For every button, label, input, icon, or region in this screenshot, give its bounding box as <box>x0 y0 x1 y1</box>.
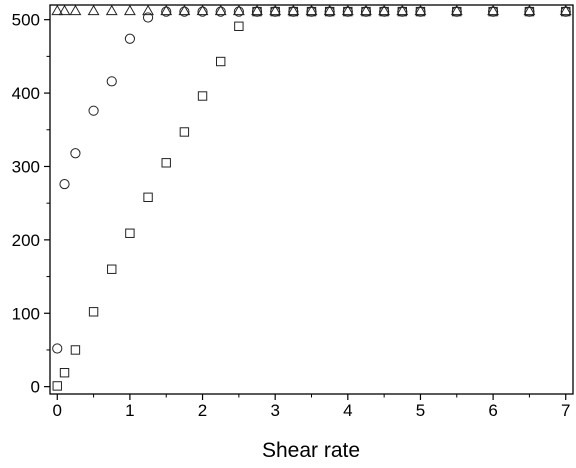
x-tick-label: 5 <box>416 401 425 420</box>
square-point <box>59 368 70 378</box>
square-point <box>361 6 371 17</box>
triangle-point <box>251 4 263 16</box>
triangle-point <box>196 4 209 16</box>
square-point <box>70 345 81 355</box>
x-tick-label: 4 <box>343 401 352 420</box>
y-tick-label: 300 <box>12 157 40 176</box>
triangle-point <box>214 4 227 16</box>
circle-point <box>106 76 117 87</box>
square-point <box>524 6 535 17</box>
square-point <box>488 6 498 17</box>
y-tick-label: 400 <box>12 84 40 103</box>
square-point <box>179 127 190 137</box>
circle-point <box>52 343 63 354</box>
triangle-point <box>178 4 191 16</box>
x-tick-label: 0 <box>53 401 62 420</box>
circle-point <box>179 6 190 17</box>
square-point <box>288 6 299 17</box>
circle-point <box>124 33 136 44</box>
triangle-point <box>232 4 245 16</box>
triangle-point <box>450 4 463 16</box>
triangle-point <box>269 4 282 16</box>
circle-point <box>59 178 70 190</box>
square-point <box>88 307 99 317</box>
triangle-point <box>305 4 318 16</box>
square-point <box>197 91 208 101</box>
square-point <box>397 6 407 17</box>
square-point <box>143 192 153 202</box>
x-axis-title: Shear rate <box>262 439 360 462</box>
circle-point <box>197 6 208 17</box>
triangle-point <box>69 4 82 16</box>
y-tick-label: 500 <box>12 11 40 30</box>
square-point <box>379 6 389 17</box>
y-tick-label: 100 <box>12 304 40 323</box>
circle-point <box>161 6 172 17</box>
square-point <box>125 228 135 238</box>
square-point <box>234 21 244 31</box>
square-point <box>216 56 226 67</box>
square-point <box>52 381 62 391</box>
circle-point <box>215 6 226 17</box>
y-tick-label: 200 <box>12 231 40 250</box>
triangle-point <box>160 4 173 16</box>
triangle-point <box>287 4 300 16</box>
circle-point <box>142 12 154 23</box>
triangle-point <box>341 4 354 16</box>
square-point <box>252 6 262 17</box>
plot-frame <box>49 4 574 395</box>
circle-point <box>70 148 81 159</box>
axes-layer: 0 1 2 3 4 5 6 7 0 100 200 300 400 500 <box>12 4 574 420</box>
circle-point <box>88 105 99 116</box>
triangle-point <box>396 4 409 16</box>
x-tick-label: 2 <box>198 401 207 420</box>
x-tick-label: 7 <box>561 401 570 420</box>
x-tick-label: 1 <box>125 401 134 420</box>
square-point <box>107 264 117 274</box>
triangle-point <box>58 4 71 16</box>
x-tick-label: 3 <box>270 401 279 420</box>
triangle-point <box>360 4 372 16</box>
triangle-point <box>87 4 100 16</box>
square-point <box>415 6 426 17</box>
triangle-point <box>487 4 500 16</box>
plot-markers <box>51 4 572 391</box>
circle-point <box>233 6 244 17</box>
square-point <box>324 6 335 17</box>
triangle-point <box>51 4 64 16</box>
triangle-point <box>414 4 427 16</box>
triangle-point <box>378 4 391 16</box>
triangle-point <box>105 4 118 16</box>
square-point <box>561 6 571 17</box>
triangle-point <box>142 4 154 16</box>
square-point <box>343 6 353 17</box>
triangle-point <box>523 4 536 16</box>
square-point <box>452 6 462 17</box>
y-tick-label: 0 <box>31 378 40 397</box>
square-point <box>270 6 280 17</box>
triangle-point <box>123 4 136 16</box>
triangle-point <box>559 4 572 16</box>
square-point <box>306 6 317 17</box>
square-point <box>161 158 171 168</box>
triangle-point <box>323 4 336 16</box>
x-tick-label: 6 <box>488 401 497 420</box>
